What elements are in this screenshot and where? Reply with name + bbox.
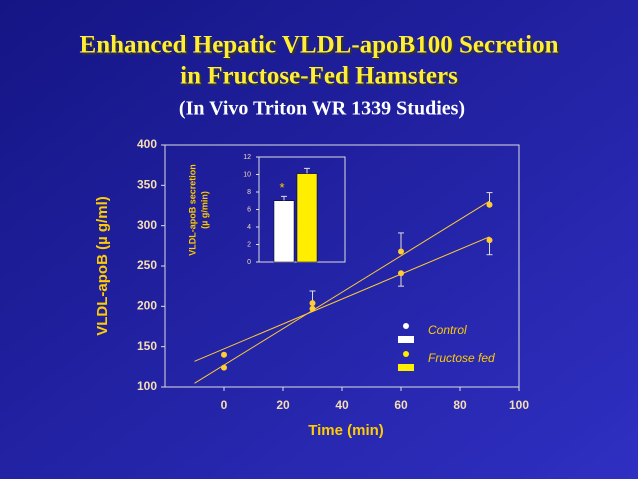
- title: in Fructose-Fed Hamsters: [180, 63, 458, 90]
- data-point: [309, 305, 316, 312]
- annotation: *: [279, 180, 284, 195]
- data-point: [221, 351, 227, 358]
- y-tick-label: 350: [137, 178, 157, 192]
- x-tick-label: 0: [221, 398, 228, 412]
- data-point: [398, 248, 404, 255]
- legend-swatch: [398, 364, 414, 371]
- y-tick-label: 200: [137, 299, 157, 313]
- y-tick-label: 12: [243, 154, 251, 161]
- title-shadow: in Fructose-Fed Hamsters: [182, 65, 460, 92]
- x-tick-label: 80: [453, 398, 467, 412]
- y-tick-label: 300: [137, 218, 157, 232]
- y-tick-label: 2: [247, 241, 251, 248]
- title: Enhanced Hepatic VLDL-apoB100 Secretion: [80, 32, 559, 59]
- x-tick-label: 60: [394, 398, 408, 412]
- y-tick-label: 6: [247, 206, 251, 213]
- legend-dot: [403, 323, 409, 329]
- y-tick-label: 400: [137, 137, 157, 151]
- y-tick-label: 100: [137, 379, 157, 393]
- y-axis-title: VLDL-apoB (µ g/ml): [94, 196, 111, 335]
- y-tick-label: 8: [247, 189, 251, 196]
- x-axis-title: Time (min): [308, 422, 384, 439]
- data-point: [309, 300, 316, 307]
- legend-dot: [403, 351, 409, 357]
- subtitle: (In Vivo Triton WR 1339 Studies): [179, 98, 465, 120]
- bar: [296, 173, 318, 263]
- x-tick-label: 100: [509, 398, 529, 412]
- y-tick-label: 10: [243, 171, 251, 178]
- legend-label: Control: [428, 323, 467, 337]
- data-point: [398, 270, 404, 277]
- bar: [273, 200, 295, 263]
- inset-y-title: VLDL-apoB secretion: [187, 164, 197, 256]
- x-tick-label: 20: [276, 398, 290, 412]
- y-tick-label: 4: [247, 224, 251, 231]
- y-tick-label: 0: [247, 259, 251, 266]
- y-tick-label: 250: [137, 258, 157, 272]
- x-tick-label: 40: [335, 398, 349, 412]
- inset-y-title: (µ g/min): [199, 191, 209, 229]
- title-shadow: Enhanced Hepatic VLDL-apoB100 Secretion: [82, 34, 561, 61]
- trend-line: [194, 236, 490, 362]
- legend-swatch: [398, 336, 414, 343]
- trend-line: [194, 200, 490, 384]
- data-point: [486, 237, 493, 244]
- legend-label: Fructose fed: [428, 351, 495, 365]
- data-point: [221, 364, 227, 371]
- y-tick-label: 150: [137, 339, 157, 353]
- data-point: [486, 201, 493, 208]
